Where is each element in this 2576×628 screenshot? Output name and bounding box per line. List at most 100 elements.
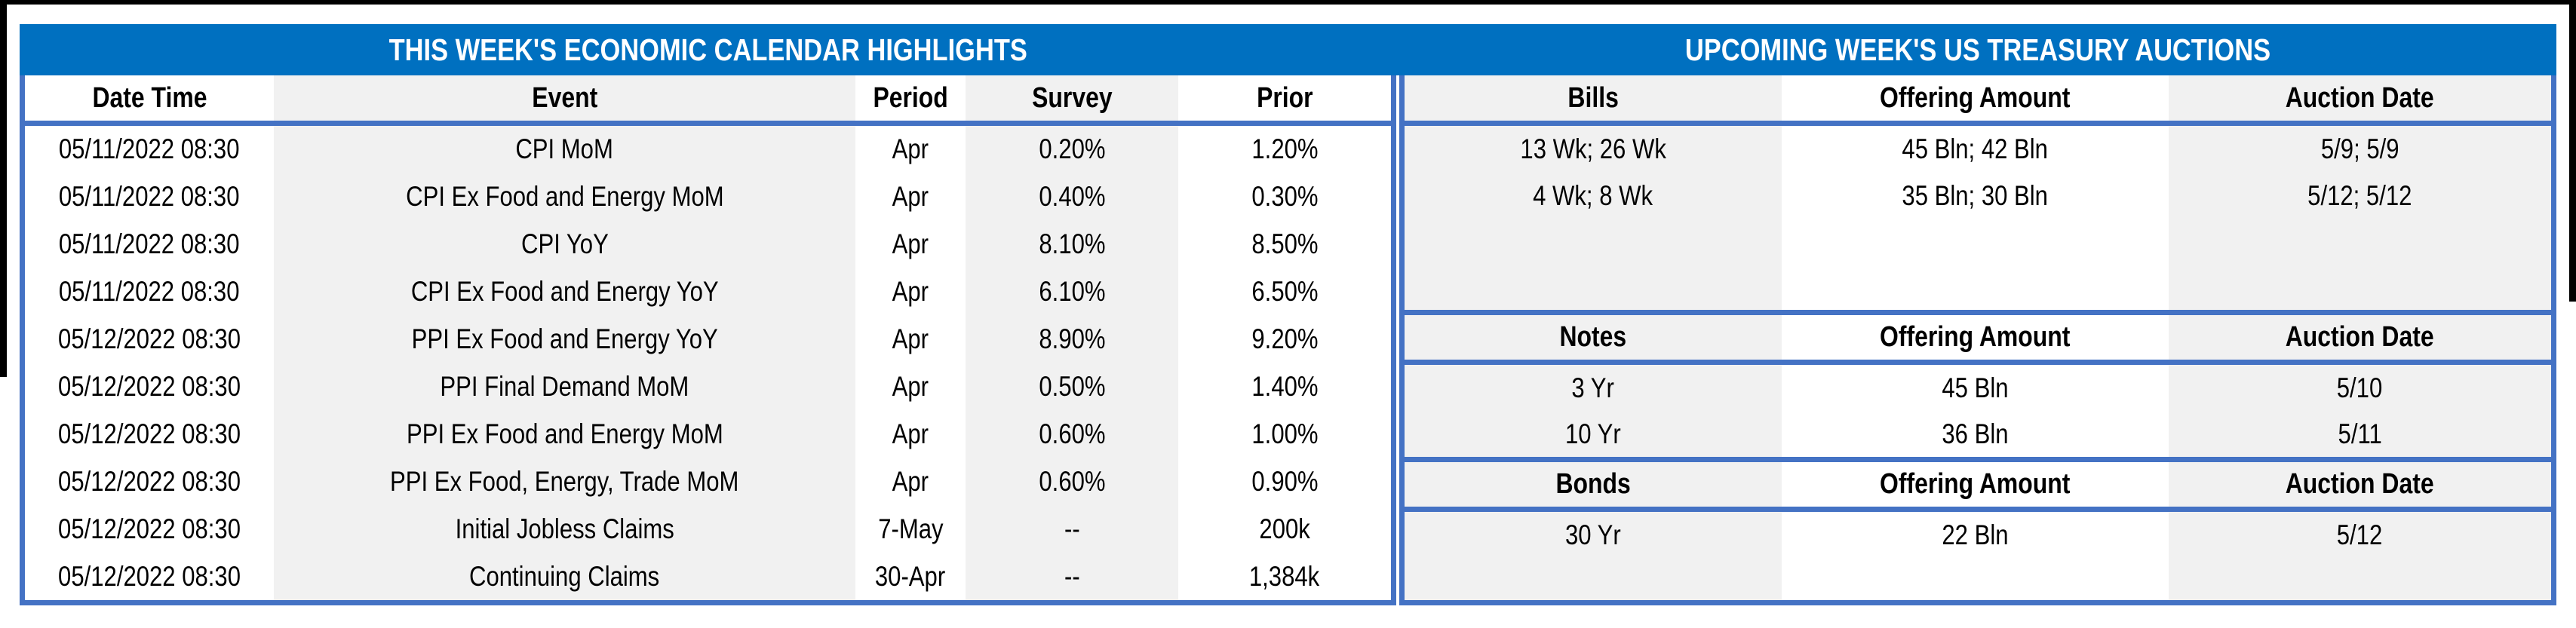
calendar-cell-prior: 0.30%: [1178, 173, 1391, 221]
section-divider: [1405, 457, 2551, 462]
calendar-cell-event: PPI Final Demand MoM: [274, 363, 855, 411]
column-header-bonds: Bonds: [1405, 462, 1782, 507]
calendar-cell-datetime: 05/11/2022 08:30: [25, 220, 274, 268]
auction-cell-date: 5/11: [2169, 411, 2551, 457]
calendar-cell-event: CPI Ex Food and Energy YoY: [274, 268, 855, 316]
auction-cell-date: 5/12; 5/12: [2169, 173, 2551, 219]
calendar-cell-datetime: 05/12/2022 08:30: [25, 553, 274, 600]
calendar-cell-period: Apr: [855, 220, 966, 268]
header-divider: [1405, 360, 2551, 365]
column-header-notes: Notes: [1405, 315, 1782, 360]
empty-cell: [2169, 219, 2551, 310]
calendar-cell-period: 7-May: [855, 505, 966, 553]
calendar-cell-period: Apr: [855, 268, 966, 316]
calendar-cell-datetime: 05/11/2022 08:30: [25, 173, 274, 221]
column-header-prior: Prior: [1178, 75, 1391, 121]
calendar-cell-event: PPI Ex Food, Energy, Trade MoM: [274, 458, 855, 506]
calendar-cell-datetime: 05/12/2022 08:30: [25, 410, 274, 458]
calendar-cell-event: CPI MoM: [274, 126, 855, 173]
header-divider: [25, 121, 1391, 126]
auction-cell-security: 4 Wk; 8 Wk: [1405, 173, 1782, 219]
auctions-title: UPCOMING WEEK'S US TREASURY AUCTIONS: [1684, 32, 2271, 67]
calendar-cell-period: Apr: [855, 363, 966, 411]
auction-cell-amount: 35 Bln; 30 Bln: [1782, 173, 2169, 219]
calendar-cell-prior: 1.00%: [1178, 410, 1391, 458]
column-header-offering-amount: Offering Amount: [1782, 75, 2169, 121]
calendar-title: THIS WEEK'S ECONOMIC CALENDAR HIGHLIGHTS: [388, 32, 1027, 67]
calendar-cell-datetime: 05/11/2022 08:30: [25, 126, 274, 173]
auction-cell-date: 5/9; 5/9: [2169, 126, 2551, 173]
empty-cell: [1782, 219, 2169, 310]
empty-cell: [1405, 219, 1782, 310]
calendar-cell-period: 30-Apr: [855, 553, 966, 600]
calendar-cell-prior: 8.50%: [1178, 220, 1391, 268]
auction-cell-amount: 45 Bln; 42 Bln: [1782, 126, 2169, 173]
calendar-cell-datetime: 05/12/2022 08:30: [25, 458, 274, 506]
empty-cell: [1782, 559, 2169, 600]
column-header-auction-date: Auction Date: [2169, 462, 2551, 507]
calendar-cell-event: PPI Ex Food and Energy YoY: [274, 315, 855, 363]
calendar-cell-datetime: 05/12/2022 08:30: [25, 315, 274, 363]
column-header-event: Event: [274, 75, 855, 121]
calendar-cell-prior: 0.90%: [1178, 458, 1391, 506]
calendar-cell-event: Continuing Claims: [274, 553, 855, 600]
column-header-auction-date: Auction Date: [2169, 75, 2551, 121]
calendar-cell-datetime: 05/12/2022 08:30: [25, 363, 274, 411]
calendar-cell-event: Initial Jobless Claims: [274, 505, 855, 553]
calendar-cell-survey: --: [966, 553, 1178, 600]
calendar-cell-prior: 6.50%: [1178, 268, 1391, 316]
title-band: THIS WEEK'S ECONOMIC CALENDAR HIGHLIGHTS…: [20, 24, 2556, 75]
calendar-cell-survey: 6.10%: [966, 268, 1178, 316]
calendar-cell-period: Apr: [855, 126, 966, 173]
empty-cell: [1405, 559, 1782, 600]
calendar-cell-prior: 1,384k: [1178, 553, 1391, 600]
calendar-cell-prior: 200k: [1178, 505, 1391, 553]
column-header-survey: Survey: [966, 75, 1178, 121]
calendar-cell-datetime: 05/11/2022 08:30: [25, 268, 274, 316]
calendar-cell-survey: 0.20%: [966, 126, 1178, 173]
column-header-offering-amount: Offering Amount: [1782, 462, 2169, 507]
calendar-cell-event: PPI Ex Food and Energy MoM: [274, 410, 855, 458]
calendar-cell-period: Apr: [855, 315, 966, 363]
calendar-cell-survey: 8.90%: [966, 315, 1178, 363]
calendar-cell-prior: 1.20%: [1178, 126, 1391, 173]
auction-cell-date: 5/12: [2169, 512, 2551, 559]
auction-cell-amount: 22 Bln: [1782, 512, 2169, 559]
header-divider: [1405, 121, 2551, 126]
empty-cell: [2169, 559, 2551, 600]
calendar-cell-survey: --: [966, 505, 1178, 553]
calendar-cell-event: CPI Ex Food and Energy MoM: [274, 173, 855, 221]
column-header-bills: Bills: [1405, 75, 1782, 121]
column-header-auction-date: Auction Date: [2169, 315, 2551, 360]
calendar-cell-prior: 9.20%: [1178, 315, 1391, 363]
calendar-cell-survey: 8.10%: [966, 220, 1178, 268]
calendar-cell-survey: 0.60%: [966, 410, 1178, 458]
frame-right-border: [2569, 0, 2576, 302]
frame-top-border: [0, 0, 2576, 5]
calendar-title-area: THIS WEEK'S ECONOMIC CALENDAR HIGHLIGHTS: [20, 24, 1396, 75]
economic-calendar-table: Date Time Event Period Survey Prior 05/1…: [20, 75, 1396, 605]
calendar-cell-event: CPI YoY: [274, 220, 855, 268]
calendar-cell-survey: 0.40%: [966, 173, 1178, 221]
section-divider: [1405, 310, 2551, 315]
auction-cell-amount: 45 Bln: [1782, 365, 2169, 411]
frame-left-border: [0, 0, 7, 377]
auction-cell-date: 5/10: [2169, 365, 2551, 411]
column-header-period: Period: [855, 75, 966, 121]
auctions-title-area: UPCOMING WEEK'S US TREASURY AUCTIONS: [1399, 24, 2556, 75]
treasury-auctions-table: Bills Offering Amount Auction Date 13 Wk…: [1399, 75, 2556, 605]
calendar-cell-period: Apr: [855, 173, 966, 221]
calendar-cell-period: Apr: [855, 458, 966, 506]
auction-cell-security: 13 Wk; 26 Wk: [1405, 126, 1782, 173]
calendar-cell-prior: 1.40%: [1178, 363, 1391, 411]
calendar-cell-survey: 0.50%: [966, 363, 1178, 411]
auction-cell-amount: 36 Bln: [1782, 411, 2169, 457]
auction-cell-security: 3 Yr: [1405, 365, 1782, 411]
column-header-offering-amount: Offering Amount: [1782, 315, 2169, 360]
auction-cell-security: 30 Yr: [1405, 512, 1782, 559]
calendar-cell-survey: 0.60%: [966, 458, 1178, 506]
column-header-date-time: Date Time: [25, 75, 274, 121]
header-divider: [1405, 507, 2551, 512]
auction-cell-security: 10 Yr: [1405, 411, 1782, 457]
